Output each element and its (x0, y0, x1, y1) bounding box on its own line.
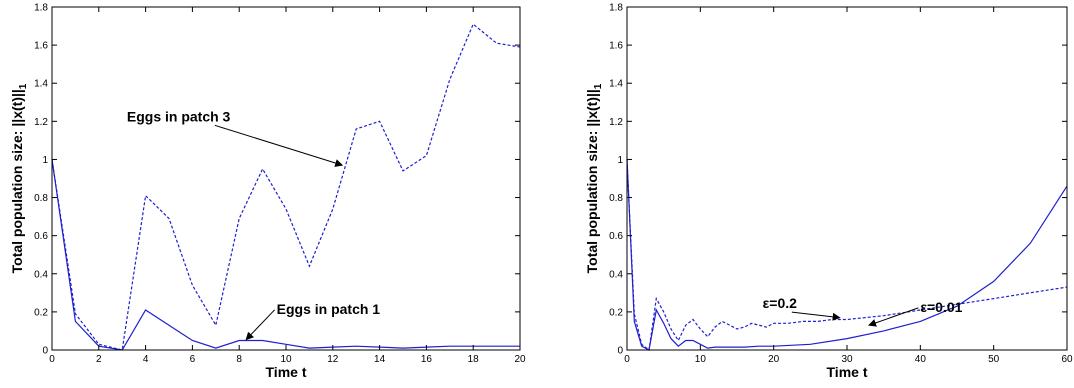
annotation-arrow (868, 307, 919, 327)
chart-right: 0 10 20 30 40 50 6000.20.40.60.811.21.41.61.8 … (584, 3, 1073, 381)
y-tick-label: 0.4 (609, 269, 623, 280)
y-tick-label: 1.6 (34, 41, 48, 52)
y-tick-label: 0 (617, 346, 623, 357)
x-tick-label: 16 (421, 354, 433, 365)
annotation-label: Eggs in patch 1 (277, 301, 381, 317)
x-tick-label: 14 (374, 354, 386, 365)
series-line (626, 159, 1068, 351)
y-tick-label: 1 (617, 155, 623, 166)
annotation-arrow (214, 124, 344, 167)
y-tick-label: 1.6 (609, 41, 623, 52)
x-tick-label: 10 (280, 354, 292, 365)
x-axis-label: Time t (266, 364, 307, 380)
y-tick-label: 0 (42, 346, 48, 357)
y-tick-label: 0.6 (34, 231, 48, 242)
annotation-arrow (245, 309, 276, 341)
x-tick-label: 6 (190, 354, 196, 365)
plot-frame (626, 6, 1068, 351)
y-tick-label: 0.8 (34, 193, 48, 204)
y-tick-label: 0.2 (609, 307, 623, 318)
y-tick-label: 1.2 (609, 117, 623, 128)
x-tick-label: 4 (143, 354, 149, 365)
x-tick-label: 20 (514, 354, 526, 365)
series-line (626, 159, 1068, 352)
y-axis-label: Total population size: ||x(t)||1 (584, 83, 604, 273)
x-tick-label: 0 (49, 354, 55, 365)
y-tick-label: 1 (42, 155, 48, 166)
y-axis-label: Total population size: ||x(t)||1 (9, 83, 29, 273)
y-tick-label: 0.4 (34, 269, 48, 280)
x-tick-label: 60 (1061, 354, 1073, 365)
x-tick-label: 30 (841, 354, 853, 365)
x-tick-label: 50 (988, 354, 1000, 365)
annotation-label: Eggs in patch 3 (127, 108, 231, 124)
y-tick-label: 1.4 (34, 79, 48, 90)
y-tick-label: 0.8 (609, 193, 623, 204)
x-tick-label: 12 (327, 354, 339, 365)
y-tick-label: 1.8 (609, 3, 623, 14)
x-tick-label: 8 (236, 354, 242, 365)
x-tick-label: 10 (695, 354, 707, 365)
annotation-label: ε=0.01 (920, 299, 962, 315)
plot-frame (51, 6, 521, 351)
series-line (51, 159, 520, 351)
x-tick-label: 20 (768, 354, 780, 365)
y-tick-label: 0.6 (609, 231, 623, 242)
x-axis-label: Time t (827, 364, 868, 380)
x-tick-label: 0 (624, 354, 630, 365)
y-tick-label: 1.8 (34, 3, 48, 14)
x-tick-label: 2 (96, 354, 102, 365)
series-line (51, 23, 521, 351)
y-tick-label: 0.2 (34, 307, 48, 318)
x-tick-label: 18 (468, 354, 480, 365)
chart-left: 0 2 4 6 8 10 12 14 16 18 20 0 0.2 0.4 0.6 0.8 1 1.2 1.4 1.6… (9, 3, 526, 381)
y-tick-label: 1.4 (609, 79, 623, 90)
y-tick-label: 1.2 (34, 117, 48, 128)
annotation-label: ε=0.2 (763, 295, 797, 311)
annotation-arrow (791, 311, 841, 321)
x-tick-label: 40 (915, 354, 927, 365)
